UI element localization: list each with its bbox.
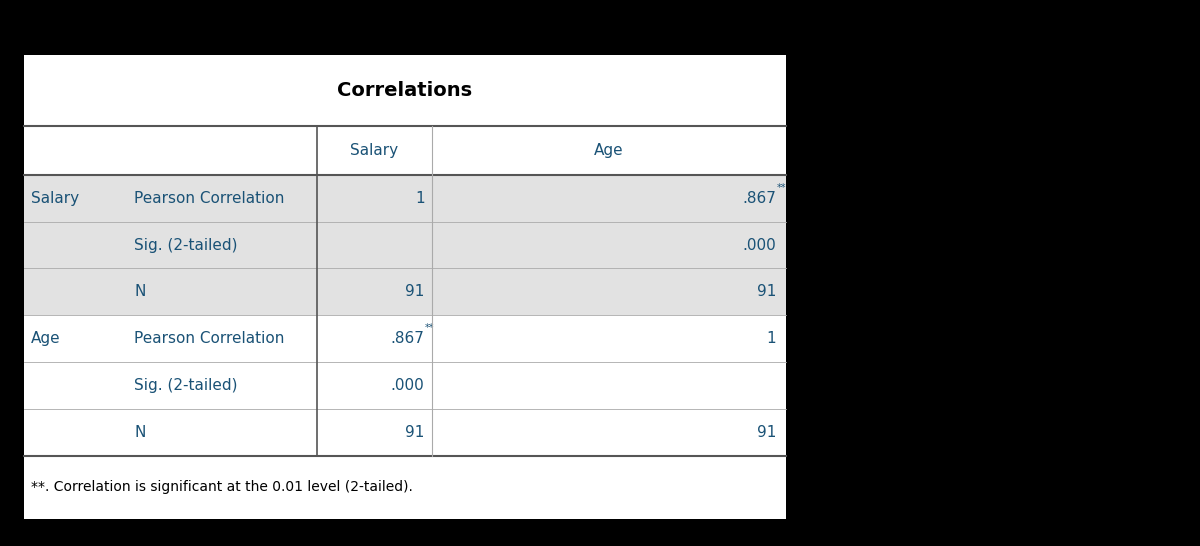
Text: N: N	[134, 284, 145, 299]
Text: 1: 1	[415, 191, 425, 206]
FancyBboxPatch shape	[24, 175, 786, 222]
Text: Age: Age	[31, 331, 61, 346]
Text: Sig. (2-tailed): Sig. (2-tailed)	[134, 238, 238, 252]
Text: 1: 1	[767, 331, 776, 346]
Text: .000: .000	[743, 238, 776, 252]
Text: 91: 91	[757, 284, 776, 299]
Text: **. Correlation is significant at the 0.01 level (2-tailed).: **. Correlation is significant at the 0.…	[31, 480, 413, 494]
Text: 91: 91	[757, 425, 776, 440]
Text: Correlations: Correlations	[337, 81, 473, 99]
Text: Sig. (2-tailed): Sig. (2-tailed)	[134, 378, 238, 393]
Text: Pearson Correlation: Pearson Correlation	[134, 331, 284, 346]
Text: Salary: Salary	[31, 191, 79, 206]
Text: .867: .867	[743, 191, 776, 206]
FancyBboxPatch shape	[24, 222, 786, 269]
Text: .867: .867	[390, 331, 425, 346]
Text: Pearson Correlation: Pearson Correlation	[134, 191, 284, 206]
Text: N: N	[134, 425, 145, 440]
Text: 91: 91	[406, 284, 425, 299]
FancyBboxPatch shape	[24, 409, 786, 456]
FancyBboxPatch shape	[24, 456, 786, 519]
Text: Age: Age	[594, 143, 624, 158]
Text: **: **	[778, 183, 786, 193]
Text: 91: 91	[406, 425, 425, 440]
Text: **: **	[425, 323, 434, 334]
Text: Salary: Salary	[350, 143, 398, 158]
FancyBboxPatch shape	[24, 315, 786, 362]
FancyBboxPatch shape	[24, 269, 786, 315]
Text: .000: .000	[391, 378, 425, 393]
FancyBboxPatch shape	[24, 55, 786, 519]
FancyBboxPatch shape	[24, 362, 786, 409]
